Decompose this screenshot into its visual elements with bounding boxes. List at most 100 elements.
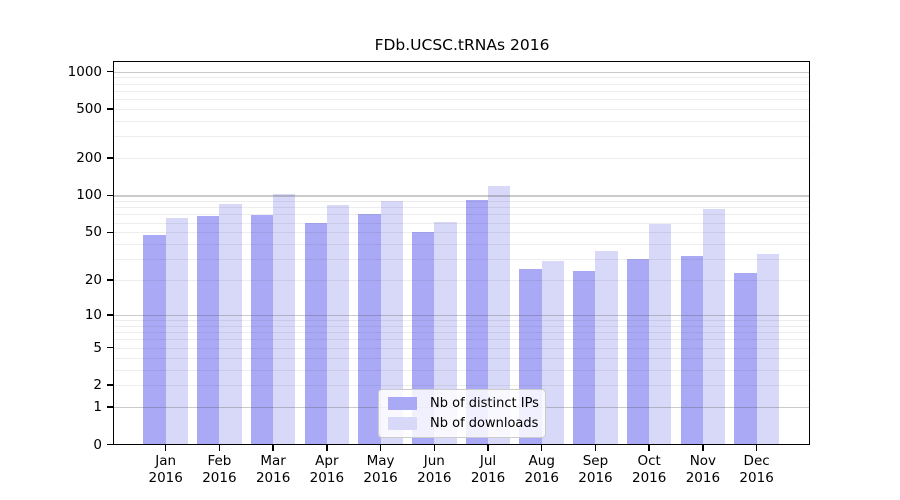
x-tick-label: Jul 2016: [470, 453, 506, 486]
downloads-bar-feb: [219, 204, 242, 445]
x-tick-mark: [648, 444, 650, 451]
distinct-ips-bar-sep: [573, 270, 596, 445]
minor-gridline: [113, 77, 810, 79]
minor-gridline: [113, 339, 810, 341]
minor-gridline: [113, 83, 810, 85]
minor-gridline: [113, 385, 810, 387]
minor-gridline: [113, 222, 810, 224]
x-tick-label: Apr 2016: [309, 453, 345, 486]
distinct-ips-bar-apr: [304, 223, 327, 445]
distinct-ips-bar-may: [358, 214, 381, 445]
major-gridline: [113, 315, 810, 317]
minor-gridline: [113, 244, 810, 245]
minor-gridline: [113, 369, 810, 371]
plot-area: [113, 61, 810, 445]
legend: Nb of distinct IPs Nb of downloads: [378, 389, 546, 438]
minor-gridline: [113, 259, 810, 261]
x-tick-mark: [379, 444, 382, 451]
downloads-bar-dec: [756, 254, 779, 445]
y-tick-label: 0: [93, 436, 102, 453]
downloads-bar-jan: [165, 218, 188, 445]
y-tick-mark: [106, 314, 113, 316]
downloads-bar-sep: [595, 251, 618, 445]
major-gridline: [113, 195, 810, 197]
distinct-ips-bar-feb: [197, 215, 220, 445]
major-gridline: [113, 71, 810, 73]
distinct-ips-bar-oct: [626, 259, 650, 445]
x-tick-label: Oct 2016: [631, 453, 667, 486]
x-tick-mark: [702, 444, 704, 451]
x-tick-label: Feb 2016: [202, 453, 237, 486]
x-tick-label: Dec 2016: [739, 453, 774, 486]
y-tick-label: 1: [93, 399, 102, 416]
x-tick-mark: [487, 444, 489, 451]
downloads-bar-oct: [649, 224, 672, 445]
x-tick-mark: [594, 444, 597, 451]
chart-title: FDb.UCSC.tRNAs 2016: [374, 36, 550, 54]
y-tick-mark: [106, 231, 113, 233]
legend-row-distinct-ips: Nb of distinct IPs: [379, 396, 545, 411]
y-tick-label: 5: [93, 339, 102, 356]
x-tick-mark: [272, 444, 274, 451]
legend-row-downloads: Nb of downloads: [379, 416, 545, 431]
y-tick-mark: [106, 157, 113, 159]
downloads-bar-nov: [702, 209, 726, 445]
x-tick-mark: [218, 444, 221, 451]
y-tick-label: 500: [76, 100, 102, 117]
distinct-ips-bar-jul: [465, 200, 489, 445]
x-tick-label: Mar 2016: [255, 453, 291, 486]
x-tick-label: Jan 2016: [148, 453, 183, 486]
minor-gridline: [113, 207, 810, 209]
y-tick-mark: [106, 108, 113, 110]
minor-gridline: [113, 200, 810, 202]
downloads-swatch-icon: [388, 417, 417, 430]
y-tick-label: 10: [84, 307, 102, 324]
distinct-ips-bar-mar: [250, 215, 274, 445]
x-tick-label: Sep 2016: [578, 453, 613, 486]
x-tick-label: Jun 2016: [417, 453, 452, 486]
x-tick-label: May 2016: [363, 453, 398, 486]
x-tick-mark: [326, 444, 328, 451]
y-tick-mark: [106, 279, 113, 281]
y-tick-mark: [106, 443, 113, 446]
minor-gridline: [113, 347, 810, 349]
y-tick-label: 200: [76, 150, 102, 167]
minor-gridline: [113, 232, 810, 234]
x-tick-mark: [433, 444, 435, 451]
y-tick-label: 2: [93, 377, 102, 394]
x-tick-label: Nov 2016: [685, 453, 721, 486]
minor-gridline: [113, 332, 810, 334]
x-tick-label: Aug 2016: [524, 453, 559, 486]
y-tick-mark: [106, 347, 113, 349]
downloads-bar-may: [380, 200, 403, 445]
downloads-bar-apr: [326, 204, 350, 445]
minor-gridline: [113, 136, 810, 138]
distinct-ips-swatch-icon: [388, 397, 417, 410]
y-tick-label: 100: [76, 187, 102, 204]
downloads-bar-jul: [488, 185, 511, 445]
y-tick-mark: [106, 384, 113, 386]
y-tick-mark: [106, 70, 113, 73]
minor-gridline: [113, 280, 810, 282]
minor-gridline: [113, 120, 810, 122]
minor-gridline: [113, 158, 810, 160]
downloads-bar-jun: [434, 221, 457, 445]
downloads-bar-mar: [273, 194, 296, 445]
y-tick-mark: [106, 194, 113, 197]
distinct-ips-bar-jan: [143, 235, 166, 445]
minor-gridline: [113, 108, 810, 110]
minor-gridline: [113, 320, 810, 322]
x-tick-mark: [165, 444, 167, 451]
minor-gridline: [113, 214, 810, 216]
minor-gridline: [113, 325, 810, 327]
minor-gridline: [113, 357, 810, 359]
y-tick-label: 1000: [67, 63, 102, 80]
minor-gridline: [113, 99, 810, 101]
y-tick-label: 20: [84, 272, 102, 289]
legend-label-downloads: Nb of downloads: [430, 416, 539, 431]
distinct-ips-bar-nov: [680, 255, 703, 445]
minor-gridline: [113, 90, 810, 92]
y-tick-mark: [106, 406, 113, 408]
x-tick-mark: [541, 444, 543, 451]
